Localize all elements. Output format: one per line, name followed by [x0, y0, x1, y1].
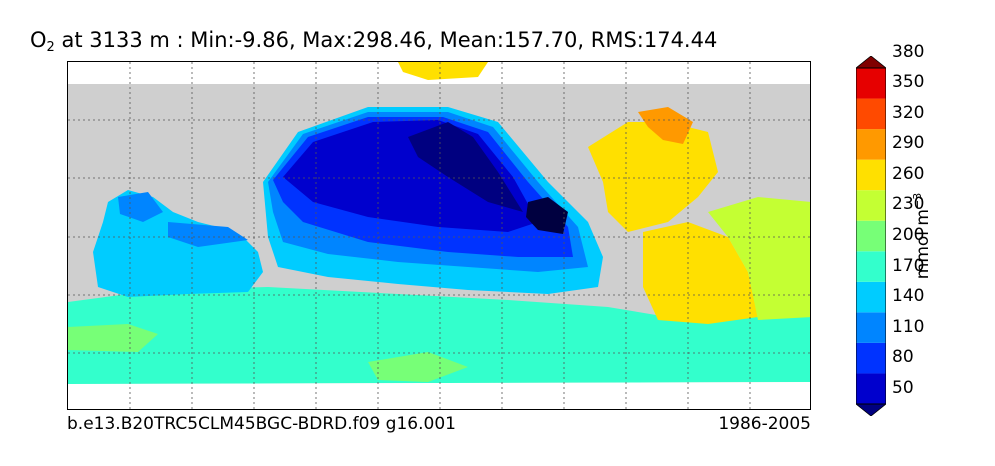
- colorbar-tick-label: 260: [892, 163, 925, 184]
- colorbar-cell: [856, 373, 886, 404]
- colorbar-frame: [856, 67, 886, 405]
- south-atlantic-region: [643, 222, 758, 324]
- north-atlantic-region: [588, 122, 718, 232]
- colorbar-tick-label: 350: [892, 72, 925, 93]
- labrador-sea-region: [638, 107, 693, 144]
- colorbar-unit-label: mmol m−3: [911, 192, 933, 280]
- colorbar-cell: [856, 98, 886, 130]
- antarctica-missing: [68, 382, 810, 409]
- colorbar: [856, 56, 886, 416]
- colorbar-tick-label: 170: [892, 255, 925, 276]
- colorbar-cell: [856, 312, 886, 343]
- eastern-pacific-minimum: [526, 197, 568, 234]
- southern-ocean-patch-east: [368, 352, 468, 382]
- southern-ocean-region: [68, 287, 810, 384]
- colorbar-cell: [856, 129, 886, 160]
- indian-ocean-north: [118, 192, 163, 222]
- colorbar-tick-label: 110: [892, 316, 925, 337]
- arctic-yellow-patch: [398, 62, 488, 80]
- colorbar-cell: [856, 68, 886, 99]
- ocean-oxygen-map: [67, 61, 811, 410]
- colorbar-tick-label: 290: [892, 133, 925, 154]
- colorbar-tick-label: 50: [892, 377, 914, 398]
- colorbar-extend-min: [856, 403, 886, 416]
- colorbar-cell: [856, 281, 886, 313]
- map-gridlines: [68, 62, 810, 409]
- colorbar-tick-label: 380: [892, 41, 925, 62]
- colorbar-extend-max: [856, 56, 886, 69]
- colorbar-cell: [856, 190, 886, 221]
- colorbar-cell: [856, 251, 886, 282]
- colorbar-tick-label: 320: [892, 102, 925, 123]
- period-label: 1986-2005: [718, 414, 811, 434]
- indian-ocean-central: [168, 222, 248, 247]
- colorbar-cell: [856, 159, 886, 191]
- map-title: O2 at 3133 m : Min:-9.86, Max:298.46, Me…: [30, 28, 718, 55]
- pacific-low-core: [408, 122, 523, 212]
- colorbar-cell: [856, 342, 886, 374]
- southern-ocean-patch-west: [68, 324, 158, 352]
- case-name-label: b.e13.B20TRC5CLM45BGC-BDRD.f09 g16.001: [67, 414, 456, 434]
- south-atlantic-east: [708, 197, 810, 320]
- colorbar-tick-label: 230: [892, 194, 925, 215]
- colorbar-cell: [856, 220, 886, 252]
- colorbar-tick-label: 140: [892, 286, 925, 307]
- colorbar-tick-label: 200: [892, 225, 925, 245]
- colorbar-tick-label: 80: [892, 347, 914, 368]
- map-canvas: [68, 62, 810, 409]
